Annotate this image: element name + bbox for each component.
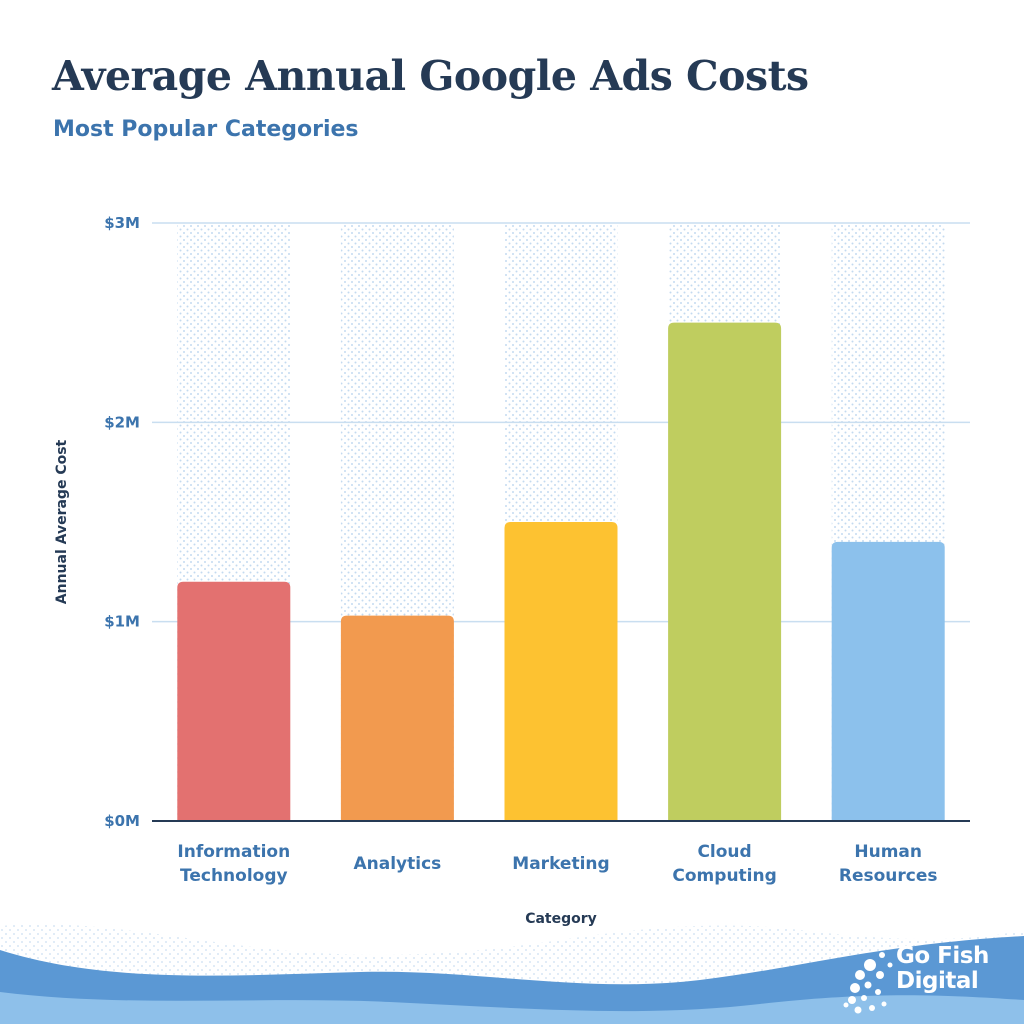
x-axis-ticks: Information Technology Analytics Marketing C… — [177, 842, 937, 886]
x-tick-label-line: Computing — [672, 866, 776, 886]
brand-logo: Go Fish Digital — [896, 944, 989, 994]
x-tick-label: Analytics — [354, 854, 442, 874]
x-tick-label-line: Cloud — [697, 842, 751, 862]
brand-name-line1: Go Fish — [896, 943, 989, 969]
x-tick-label: Cloud Computing — [672, 842, 776, 886]
x-tick-label: Information Technology — [177, 842, 290, 886]
x-tick-label-line: Analytics — [354, 854, 442, 874]
y-tick-label: $2M — [104, 413, 140, 431]
x-tick-label: Marketing — [512, 854, 609, 874]
page-title: Average Annual Google Ads Costs — [52, 52, 809, 100]
y-tick-label: $3M — [104, 214, 140, 232]
fish-school-logo-icon — [843, 952, 893, 1014]
bar-information-technology — [177, 581, 291, 821]
brand-name-line2: Digital — [896, 968, 979, 994]
bar-cloud-computing — [668, 322, 782, 821]
x-tick-label-line: Human — [854, 842, 922, 862]
x-tick-label-line: Information — [177, 842, 290, 862]
bars — [177, 322, 945, 821]
x-tick-label-line: Technology — [180, 866, 288, 886]
x-axis-title: Category — [525, 911, 597, 927]
bar-human-resources — [831, 541, 945, 821]
x-tick-label-line: Marketing — [512, 854, 609, 874]
footer-wave — [0, 924, 1024, 1024]
y-tick-label: $0M — [104, 812, 140, 830]
x-tick-label: Human Resources — [839, 842, 938, 886]
x-tick-label-line: Resources — [839, 866, 938, 886]
y-tick-label: $1M — [104, 613, 140, 631]
bar-analytics — [340, 615, 454, 821]
y-axis-title: Annual Average Cost — [54, 439, 70, 604]
page-subtitle: Most Popular Categories — [53, 117, 359, 142]
y-axis-ticks: $0M $1M $2M $3M — [104, 214, 140, 830]
bar-marketing — [504, 522, 618, 821]
